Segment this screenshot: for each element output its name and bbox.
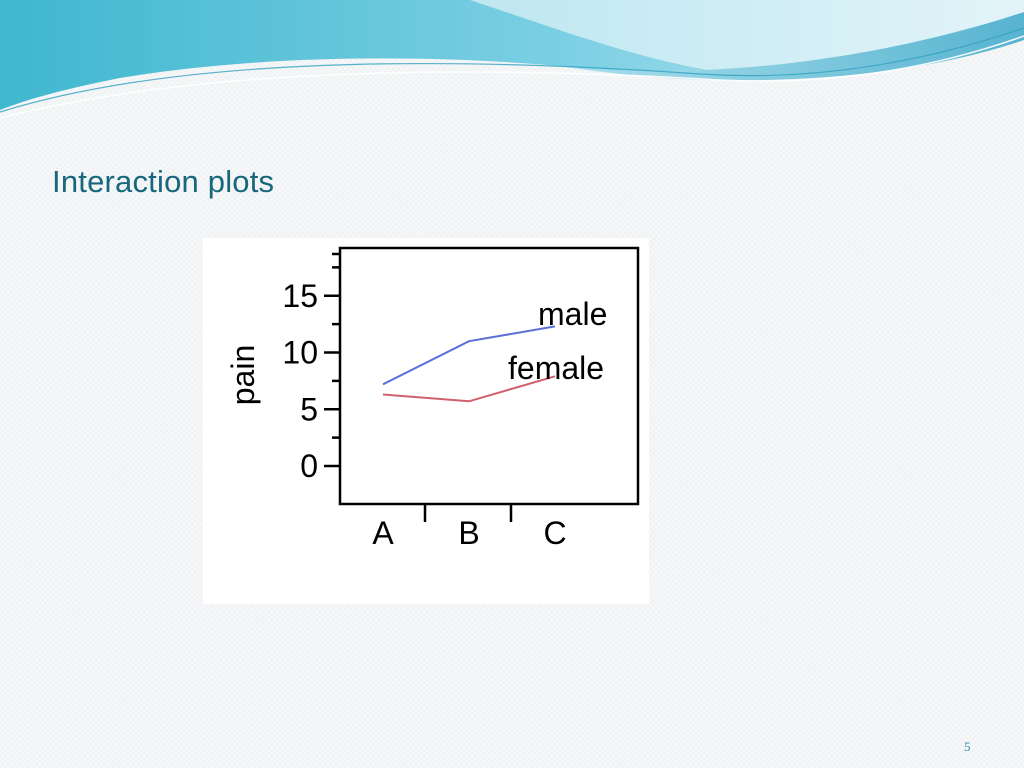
x-tick-label: C <box>543 515 566 551</box>
y-axis-label: pain <box>225 345 261 406</box>
y-tick-label: 15 <box>282 278 318 314</box>
y-tick-label: 10 <box>282 335 318 371</box>
x-tick-label: B <box>458 515 479 551</box>
series-line-male <box>382 325 556 386</box>
x-tick-label: A <box>372 515 394 551</box>
slide-title: Interaction plots <box>52 164 275 199</box>
y-tick-label: 0 <box>300 448 318 484</box>
page-number: 5 <box>964 739 971 754</box>
series-label-male: male <box>538 296 607 332</box>
series-label-female: female <box>508 350 604 386</box>
plot-frame <box>338 246 640 506</box>
y-tick-label: 5 <box>300 391 318 427</box>
series-line-female <box>382 375 556 403</box>
header-wave-decoration <box>0 0 1024 119</box>
